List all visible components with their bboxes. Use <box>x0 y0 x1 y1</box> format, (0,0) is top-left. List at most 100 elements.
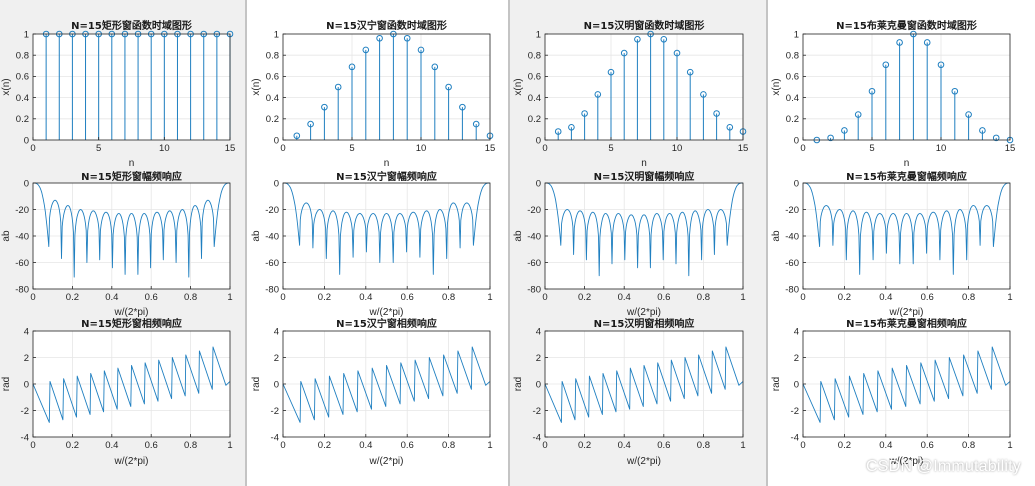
column-separator <box>245 0 247 486</box>
x-tick-label: 0 <box>542 440 547 451</box>
subplot-title: N=15布莱克曼窗相频响应 <box>846 317 967 330</box>
x-tick-label: 0.2 <box>838 292 851 303</box>
stem-marker <box>965 111 972 118</box>
y-tick-label: 0.8 <box>786 51 799 62</box>
stem-marker <box>951 87 959 95</box>
subplot-time-domain: 0 5 10 15 0 0.2 0.4 0.6 0.8 1 N=15汉明窗函数时域图形 n x(n) <box>513 19 748 169</box>
x-tick-label: 0.4 <box>879 292 892 303</box>
stem-marker <box>472 120 480 128</box>
x-tick-label: 0.8 <box>962 292 975 303</box>
x-tick-label: 0.8 <box>442 440 455 451</box>
subplot-magnitude-response: 0 0.2 0.4 0.6 0.8 1 -80 -60 -40 -20 0 N=15汉明窗幅频响应 w/… <box>513 170 746 318</box>
column-separator <box>508 0 510 486</box>
x-tick-label: 0.8 <box>697 440 710 451</box>
y-tick-label: -2 <box>271 406 279 417</box>
y-tick-label: 0.4 <box>16 93 29 104</box>
stem-marker <box>841 127 848 134</box>
y-axis-label: ab <box>771 230 782 242</box>
subplot-magnitude-response: 0 0.2 0.4 0.6 0.8 1 -80 -60 -40 -20 0 N=15矩形窗幅频响应 w/… <box>1 170 233 318</box>
x-axis-label: n <box>384 158 390 169</box>
plot-area <box>803 34 1010 140</box>
stem-marker <box>923 39 931 46</box>
stem-marker <box>293 132 301 140</box>
x-tick-label: 0 <box>542 143 547 154</box>
y-tick-label: -20 <box>785 205 799 216</box>
y-axis-label: rad <box>251 377 262 391</box>
x-tick-label: 0.6 <box>921 440 934 451</box>
y-tick-label: 0 <box>794 178 799 189</box>
x-tick-label: 0.6 <box>145 292 158 303</box>
y-tick-label: 2 <box>274 353 279 364</box>
phase-line <box>32 346 231 423</box>
x-tick-label: 0 <box>30 440 35 451</box>
y-axis-label: ab <box>513 230 524 242</box>
magnitude-line <box>283 182 490 275</box>
subplot-time-domain: 0 5 10 15 0 0.2 0.4 0.6 0.8 1 N=15汉宁窗函数时域图形 n x(n) <box>251 19 495 169</box>
y-tick-label: -40 <box>265 231 279 242</box>
y-tick-label: 0 <box>24 178 29 189</box>
x-tick-label: 0.2 <box>838 440 851 451</box>
x-tick-label: 0.2 <box>318 440 331 451</box>
subplot-title: N=15布莱克曼窗函数时域图形 <box>836 19 977 32</box>
y-tick-label: 0 <box>24 135 29 146</box>
y-axis-label: x(n) <box>513 78 524 95</box>
y-tick-label: -80 <box>527 284 541 295</box>
stem-marker <box>620 49 628 57</box>
x-tick-label: 0 <box>800 143 805 154</box>
x-tick-label: 5 <box>869 143 874 154</box>
y-tick-label: 0.2 <box>266 114 279 125</box>
y-tick-label: 0 <box>274 178 279 189</box>
y-tick-label: -2 <box>791 406 799 417</box>
x-tick-label: 1 <box>487 292 492 303</box>
y-tick-label: 1 <box>794 29 799 40</box>
x-tick-label: 0.4 <box>105 292 118 303</box>
x-tick-label: 0.2 <box>318 292 331 303</box>
y-tick-label: 0 <box>536 178 541 189</box>
y-axis-label: x(n) <box>251 78 262 95</box>
x-tick-label: 0.6 <box>401 292 414 303</box>
y-axis-label: x(n) <box>771 78 782 95</box>
y-tick-label: -4 <box>271 432 279 443</box>
y-tick-label: 4 <box>274 326 279 337</box>
x-tick-label: 5 <box>608 143 613 154</box>
y-tick-label: -60 <box>15 258 29 269</box>
y-tick-label: -40 <box>527 231 541 242</box>
x-tick-label: 1 <box>227 440 232 451</box>
phase-line <box>544 346 744 423</box>
stem-marker <box>607 68 615 76</box>
y-axis-label: rad <box>1 377 12 391</box>
y-tick-label: -60 <box>527 258 541 269</box>
magnitude-line <box>33 182 230 278</box>
x-tick-label: 0 <box>280 292 285 303</box>
y-tick-label: -4 <box>21 432 29 443</box>
y-tick-label: -20 <box>265 205 279 216</box>
x-tick-label: 15 <box>1005 143 1016 154</box>
stem-marker <box>726 123 734 131</box>
y-tick-label: -40 <box>15 231 29 242</box>
stem-marker <box>827 134 834 142</box>
y-tick-label: -40 <box>785 231 799 242</box>
y-tick-label: -2 <box>21 406 29 417</box>
stem-marker <box>459 103 466 111</box>
stem-marker <box>937 61 945 69</box>
x-axis-label: w/(2*pi) <box>626 307 661 318</box>
x-tick-label: 0 <box>30 143 35 154</box>
axes-box <box>802 33 1011 141</box>
x-tick-label: 1 <box>1007 292 1012 303</box>
x-axis-label: w/(2*pi) <box>369 307 404 318</box>
subplot-magnitude-response: 0 0.2 0.4 0.6 0.8 1 -80 -60 -40 -20 0 N=15汉宁窗幅频响应 w/… <box>251 170 493 318</box>
axes-box <box>32 33 231 141</box>
subplot-time-domain: 0 5 10 15 0 0.2 0.4 0.6 0.8 1 N=15矩形窗函数时域图形 n x(n) <box>1 19 235 169</box>
stem-marker <box>348 63 356 71</box>
stem-marker <box>417 46 425 54</box>
stem-marker <box>992 134 1000 142</box>
axes-box <box>544 33 744 141</box>
stem-marker <box>445 83 452 91</box>
x-tick-label: 10 <box>159 143 170 154</box>
x-tick-label: 0.8 <box>184 440 197 451</box>
watermark: CSDN @Immutability <box>866 458 1021 475</box>
subplot-title: N=15汉宁窗相频响应 <box>336 317 437 330</box>
x-tick-label: 0.6 <box>401 440 414 451</box>
x-tick-label: 0.4 <box>618 292 631 303</box>
stem-marker <box>979 127 986 134</box>
